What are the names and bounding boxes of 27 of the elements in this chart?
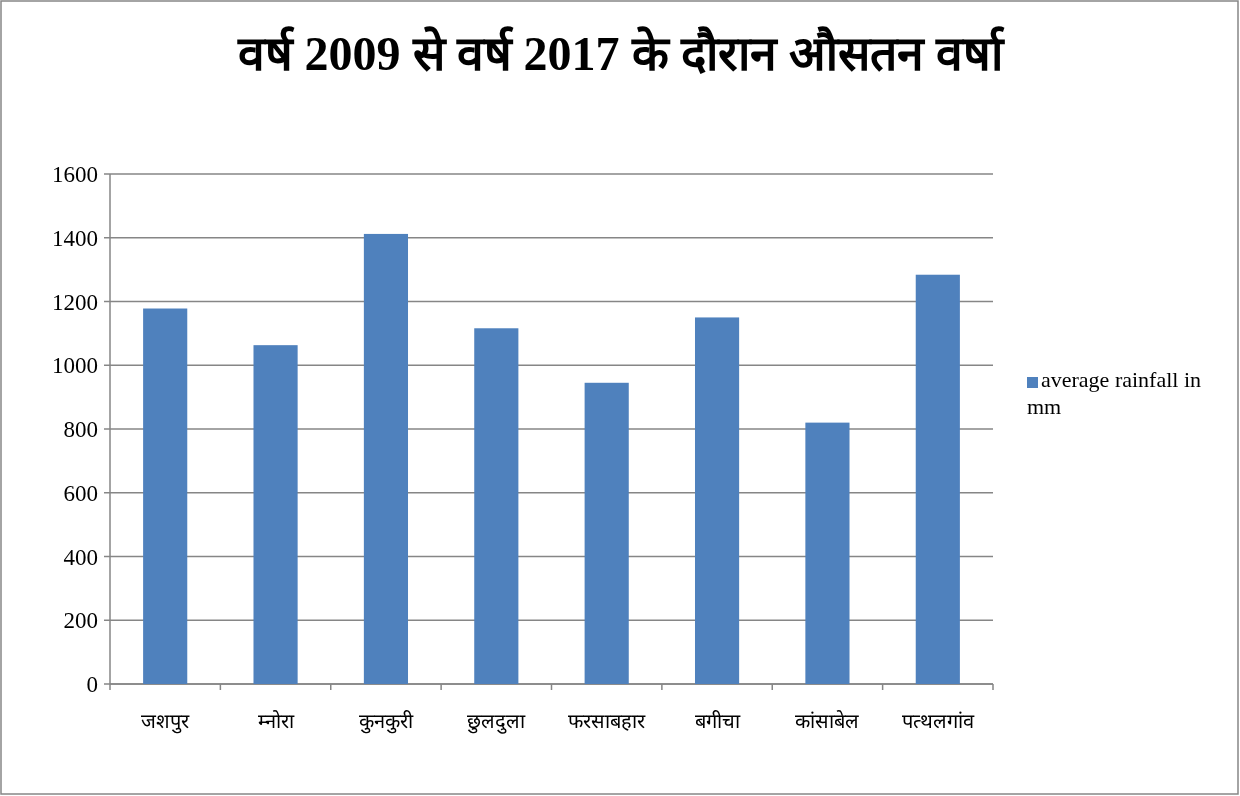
y-tick-label: 0 bbox=[86, 672, 98, 697]
bar bbox=[143, 308, 188, 684]
x-tick-label: कुनकुरी bbox=[358, 710, 414, 734]
bar bbox=[694, 317, 740, 684]
chart-title: वर्ष 2009 से वर्ष 2017 के दौरान औसतन वर्षा bbox=[236, 26, 1005, 80]
y-tick-label: 1600 bbox=[52, 162, 98, 187]
y-tick-label: 800 bbox=[63, 417, 98, 442]
bar bbox=[805, 422, 850, 684]
x-tick-label: छुलदुला bbox=[467, 710, 527, 734]
x-tick-label: बगीचा bbox=[694, 710, 741, 732]
y-tick-label: 200 bbox=[63, 608, 98, 634]
legend-label: average rainfall in mm bbox=[1027, 367, 1202, 419]
bar bbox=[363, 233, 409, 684]
x-tick-label: कांसाबेल bbox=[795, 710, 860, 732]
y-tick-label: 1200 bbox=[52, 289, 98, 315]
y-tick-label: 600 bbox=[63, 480, 98, 506]
bar bbox=[584, 382, 629, 684]
y-tick-label: 1000 bbox=[52, 353, 98, 379]
x-tick-label: पत्थलगांव bbox=[901, 710, 975, 732]
bar bbox=[474, 328, 519, 684]
x-tick-label: म्नोरा bbox=[257, 710, 295, 732]
x-tick-label: जशपुर bbox=[141, 710, 191, 734]
bar bbox=[253, 345, 298, 684]
y-tick-label: 1400 bbox=[52, 225, 98, 251]
y-tick-label: 400 bbox=[63, 544, 98, 570]
x-tick-label: फरसाबहार bbox=[568, 710, 647, 732]
bar bbox=[915, 274, 960, 684]
